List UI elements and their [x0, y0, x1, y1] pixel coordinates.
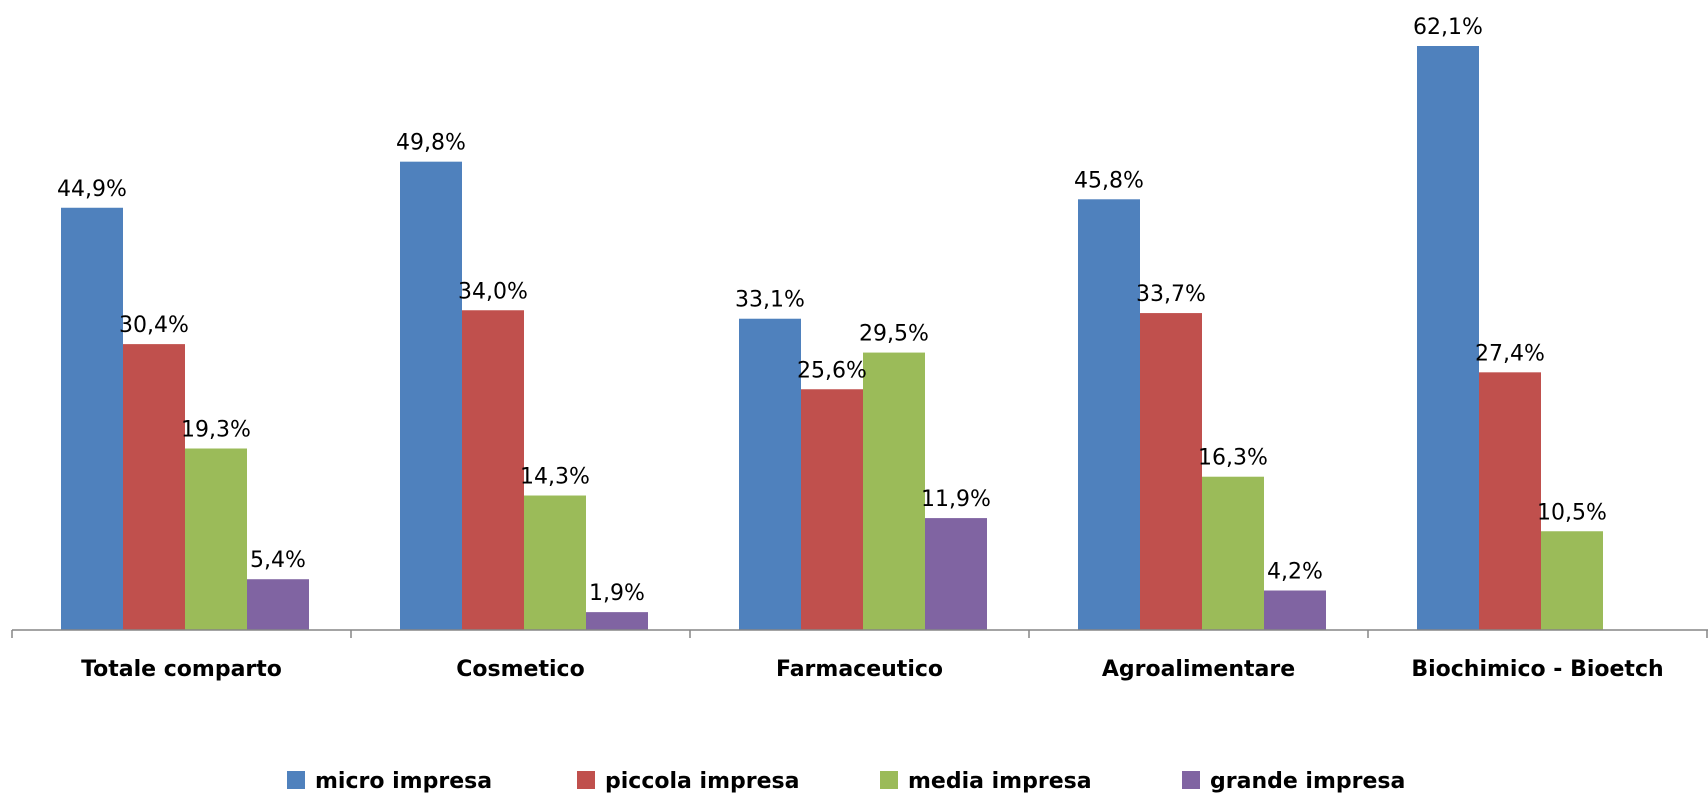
bar-piccola-impresa-agroalimentare [1140, 313, 1202, 630]
data-label-grande-impresa-totale-comparto: 5,4% [250, 548, 306, 573]
bar-media-impresa-biochimico-bioetch [1541, 531, 1603, 630]
bars-layer [61, 46, 1603, 630]
data-label-micro-impresa-biochimico-bioetch: 62,1% [1413, 15, 1483, 40]
bar-micro-impresa-cosmetico [400, 161, 462, 630]
legend-swatch-grande-impresa [1182, 771, 1200, 789]
data-label-micro-impresa-farmaceutico: 33,1% [735, 288, 805, 313]
legend-label-micro-impresa: micro impresa [315, 769, 492, 794]
data-label-micro-impresa-cosmetico: 49,8% [396, 131, 466, 156]
data-label-grande-impresa-cosmetico: 1,9% [589, 581, 645, 606]
bar-piccola-impresa-cosmetico [462, 310, 524, 630]
data-label-piccola-impresa-farmaceutico: 25,6% [797, 358, 867, 383]
data-label-micro-impresa-agroalimentare: 45,8% [1074, 168, 1144, 193]
bar-media-impresa-totale-comparto [185, 448, 247, 630]
data-label-piccola-impresa-cosmetico: 34,0% [458, 279, 528, 304]
category-labels: Totale comparto Cosmetico Farmaceutico Agro… [81, 657, 1664, 682]
data-label-media-impresa-biochimico-bioetch: 10,5% [1537, 500, 1607, 525]
legend-label-grande-impresa: grande impresa [1210, 769, 1405, 794]
bar-micro-impresa-totale-comparto [61, 207, 123, 630]
legend-label-media-impresa: media impresa [908, 769, 1092, 794]
bar-media-impresa-farmaceutico [863, 352, 925, 630]
bar-grande-impresa-farmaceutico [925, 518, 987, 630]
category-label-cosmetico: Cosmetico [456, 657, 584, 682]
data-label-grande-impresa-agroalimentare: 4,2% [1267, 560, 1323, 585]
data-label-grande-impresa-farmaceutico: 11,9% [921, 487, 991, 512]
bar-media-impresa-agroalimentare [1202, 476, 1264, 630]
data-label-piccola-impresa-biochimico-bioetch: 27,4% [1475, 341, 1545, 366]
legend-swatch-media-impresa [880, 771, 898, 789]
bar-grande-impresa-agroalimentare [1264, 590, 1326, 630]
legend-swatch-micro-impresa [287, 771, 305, 789]
category-label-agroalimentare: Agroalimentare [1102, 657, 1295, 682]
category-label-farmaceutico: Farmaceutico [776, 657, 943, 682]
data-label-piccola-impresa-totale-comparto: 30,4% [119, 313, 189, 338]
bar-grande-impresa-cosmetico [586, 612, 648, 630]
bar-grande-impresa-totale-comparto [247, 579, 309, 630]
data-label-media-impresa-agroalimentare: 16,3% [1198, 446, 1268, 471]
data-labels-layer: 44,9% 30,4% 19,3% 5,4% 49,8% 34,0% 14,3% 1,9% 33… [57, 15, 1607, 606]
legend-swatch-piccola-impresa [577, 771, 595, 789]
category-label-totale-comparto: Totale comparto [81, 657, 282, 682]
bar-micro-impresa-biochimico-bioetch [1417, 46, 1479, 630]
legend-label-piccola-impresa: piccola impresa [605, 769, 799, 794]
bar-piccola-impresa-farmaceutico [801, 389, 863, 630]
data-label-media-impresa-farmaceutico: 29,5% [859, 322, 929, 347]
bar-piccola-impresa-biochimico-bioetch [1479, 372, 1541, 630]
bar-micro-impresa-agroalimentare [1078, 199, 1140, 630]
legend: micro impresa piccola impresa media impres… [287, 769, 1405, 794]
data-label-media-impresa-cosmetico: 14,3% [520, 465, 590, 490]
bar-micro-impresa-farmaceutico [739, 318, 801, 630]
data-label-media-impresa-totale-comparto: 19,3% [181, 417, 251, 442]
bar-piccola-impresa-totale-comparto [123, 344, 185, 630]
data-label-piccola-impresa-agroalimentare: 33,7% [1136, 282, 1206, 307]
data-label-micro-impresa-totale-comparto: 44,9% [57, 177, 127, 202]
x-axis [11, 629, 1708, 638]
bar-media-impresa-cosmetico [524, 495, 586, 630]
category-label-biochimico-bioetch: Biochimico - Bioetch [1411, 657, 1663, 682]
